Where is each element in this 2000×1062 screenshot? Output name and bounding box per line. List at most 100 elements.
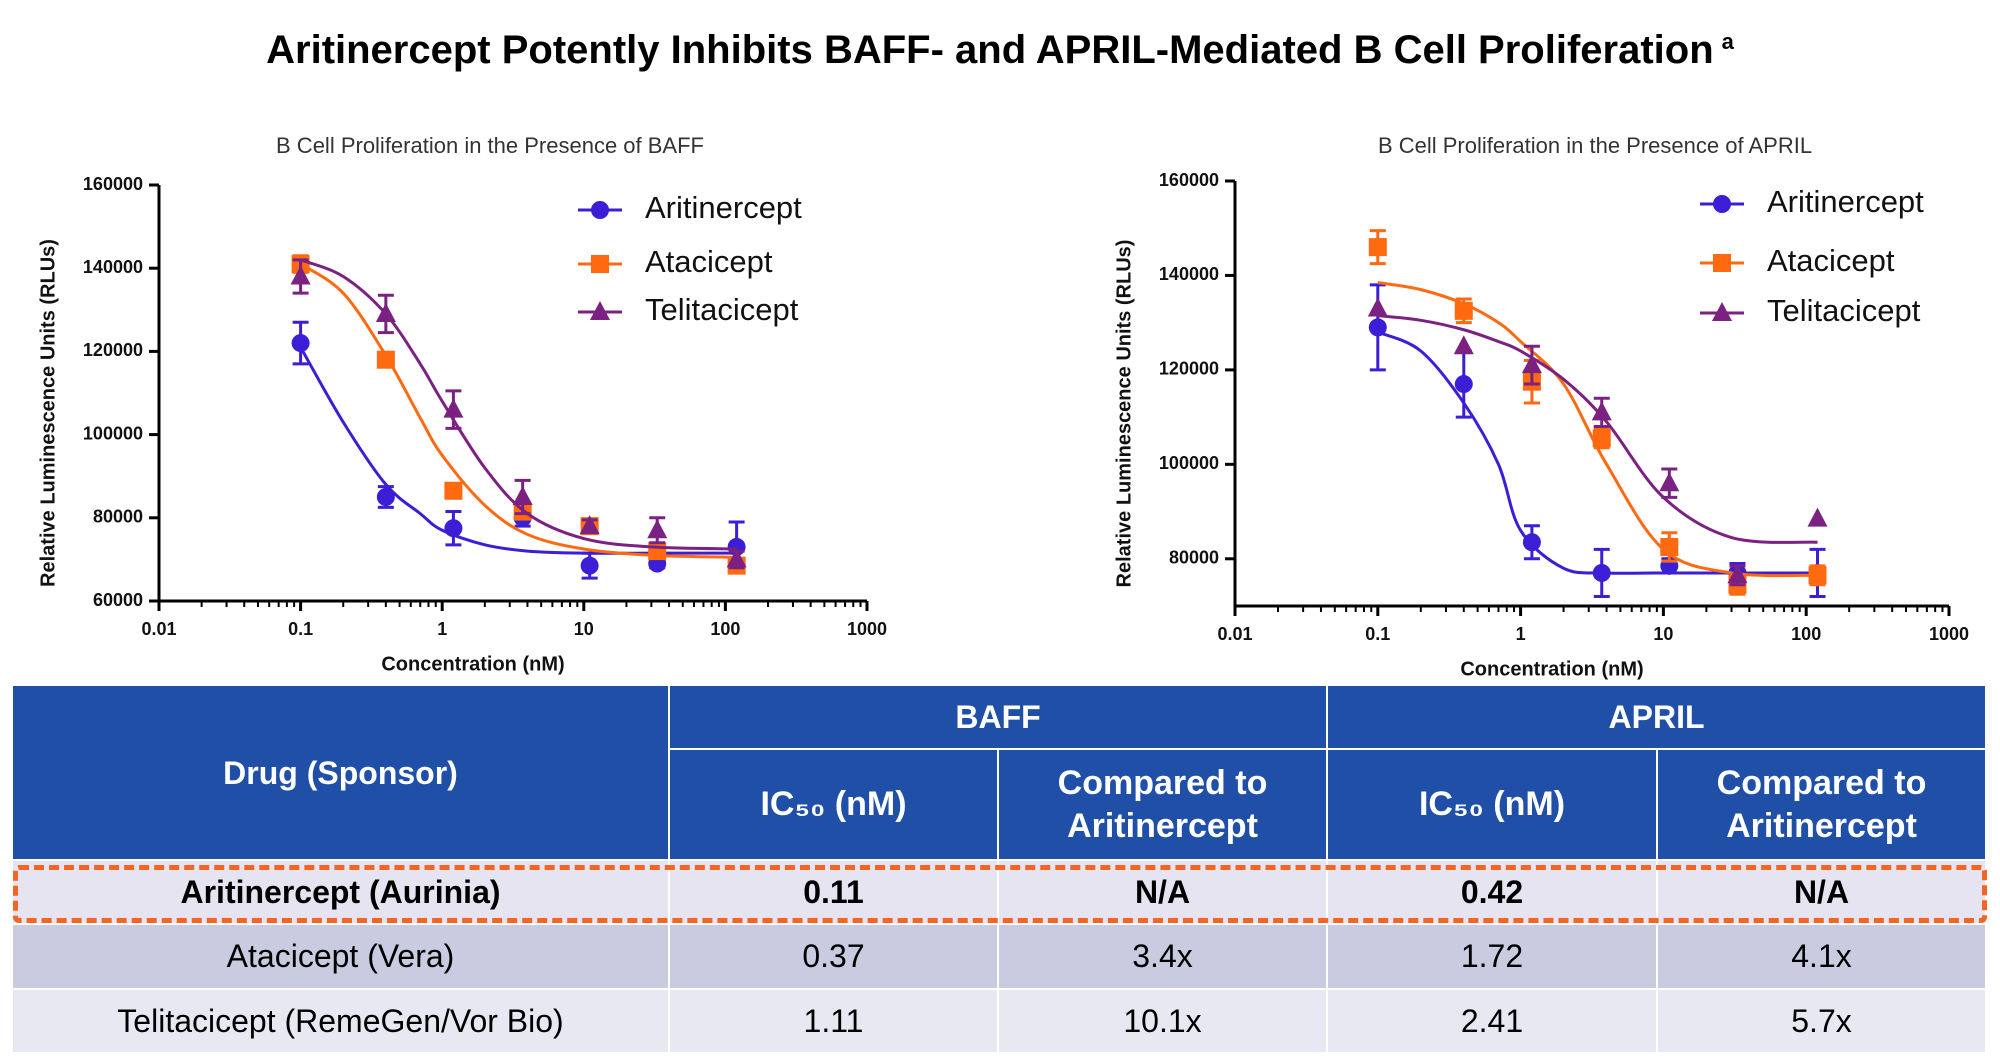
x-axis-title: Concentration (nM) xyxy=(381,653,564,675)
point xyxy=(1727,564,1748,584)
legend-label: Atacicept xyxy=(645,244,773,279)
point xyxy=(512,486,533,505)
table-cell: Telitacicept (RemeGen/Vor Bio) xyxy=(13,990,670,1054)
point xyxy=(591,255,609,273)
table-cell: N/A xyxy=(1658,861,1987,925)
legend-label: Telitacicept xyxy=(645,292,799,327)
y-tick-label: 160000 xyxy=(83,174,143,194)
legend-label: Telitacicept xyxy=(1767,293,1921,328)
table-cell: 2.41 xyxy=(1328,990,1658,1054)
header-cell: Drug (Sponsor) xyxy=(13,686,670,861)
title-note: a xyxy=(1721,28,1734,54)
point xyxy=(1660,537,1679,556)
point xyxy=(1368,318,1387,337)
y-axis-title: Relative Luminescence Units (RLUs) xyxy=(37,239,59,587)
x-tick-label: 100 xyxy=(1791,624,1821,644)
point xyxy=(1808,566,1827,585)
point xyxy=(1591,401,1612,421)
table-cell: 3.4x xyxy=(999,925,1328,990)
point xyxy=(579,515,600,535)
y-tick-label: 120000 xyxy=(83,340,143,360)
point xyxy=(1454,375,1473,394)
table-cell: Aritinercept (Aurinia) xyxy=(13,861,670,925)
table-cell: 10.1x xyxy=(999,990,1328,1054)
point xyxy=(590,301,610,320)
point xyxy=(1713,195,1731,213)
y-tick-label: 80000 xyxy=(1169,548,1219,568)
y-tick-label: 100000 xyxy=(1159,453,1219,473)
y-axis-title: Relative Luminescence Units (RLUs) xyxy=(1113,240,1135,588)
point xyxy=(376,488,395,506)
chart-title: B Cell Proliferation in the Presence of … xyxy=(276,133,704,158)
column-header: Compared to Aritinercept xyxy=(1658,750,1987,861)
point xyxy=(375,302,396,322)
point xyxy=(1659,472,1680,492)
table-cell: 1.11 xyxy=(670,990,999,1054)
x-tick-label: 1000 xyxy=(847,619,887,639)
x-tick-label: 0.01 xyxy=(1217,624,1252,644)
fit-curve xyxy=(1377,330,1818,575)
comparison-table: Drug (Sponsor) BAFF APRIL IC₅₀ (nM) Compared… xyxy=(13,686,1987,1054)
fit-curve xyxy=(1377,281,1818,578)
x-axis-title: Concentration (nM) xyxy=(1460,658,1643,680)
point xyxy=(580,556,599,575)
x-tick-label: 1000 xyxy=(1929,624,1969,644)
table-cell: N/A xyxy=(999,861,1328,925)
page-title: Aritinercept Potently Inhibits BAFF- and… xyxy=(0,28,2000,73)
x-tick-label: 1 xyxy=(1516,624,1526,644)
fit-curve xyxy=(1377,314,1818,544)
group-header: APRIL xyxy=(1328,686,1987,750)
point xyxy=(290,265,311,285)
point xyxy=(648,542,667,561)
y-tick-label: 120000 xyxy=(1159,359,1219,379)
table-cell: Atacicept (Vera) xyxy=(13,925,670,990)
point xyxy=(726,548,747,568)
table-cell: 0.37 xyxy=(670,925,999,990)
charts: B Cell Proliferation in the Presence of … xyxy=(37,133,1969,680)
point xyxy=(443,398,464,418)
point xyxy=(1713,254,1731,272)
y-tick-label: 140000 xyxy=(83,257,143,277)
point xyxy=(1522,533,1541,552)
x-tick-label: 10 xyxy=(574,619,594,639)
point xyxy=(444,481,463,500)
y-tick-label: 80000 xyxy=(93,507,143,527)
title-text: Aritinercept Potently Inhibits BAFF- and… xyxy=(266,28,1714,72)
point xyxy=(647,519,668,539)
x-tick-label: 0.1 xyxy=(288,619,313,639)
legend-label: Atacicept xyxy=(1767,243,1895,278)
point xyxy=(1592,563,1611,582)
column-header: IC₅₀ (nM) xyxy=(1328,750,1658,861)
point xyxy=(1712,302,1732,321)
y-tick-label: 60000 xyxy=(93,590,143,610)
y-tick-label: 140000 xyxy=(1159,264,1219,284)
fit-curve xyxy=(300,258,737,551)
point xyxy=(1368,238,1387,257)
point xyxy=(1454,301,1473,320)
fit-curve xyxy=(299,262,737,559)
point xyxy=(1521,354,1542,374)
point xyxy=(1453,335,1474,355)
column-header: Compared to Aritinercept xyxy=(999,750,1328,861)
x-tick-label: 0.1 xyxy=(1365,624,1390,644)
legend-label: Aritinercept xyxy=(1767,184,1924,219)
chart-title: B Cell Proliferation in the Presence of … xyxy=(1378,133,1812,158)
x-tick-label: 1 xyxy=(437,619,447,639)
point xyxy=(376,350,395,369)
y-tick-label: 100000 xyxy=(83,423,143,443)
column-header: IC₅₀ (nM) xyxy=(670,750,999,861)
x-tick-label: 100 xyxy=(710,619,740,639)
table-cell: 5.7x xyxy=(1658,990,1987,1054)
x-tick-label: 10 xyxy=(1653,624,1673,644)
table-cell: 0.42 xyxy=(1328,861,1658,925)
group-header: BAFF xyxy=(670,686,1328,750)
point xyxy=(1367,297,1388,317)
point xyxy=(444,519,463,538)
legend-label: Aritinercept xyxy=(645,190,802,225)
point xyxy=(1807,507,1828,527)
point xyxy=(291,334,310,353)
y-tick-label: 160000 xyxy=(1159,170,1219,190)
point xyxy=(591,201,609,219)
x-tick-label: 0.01 xyxy=(141,619,176,639)
